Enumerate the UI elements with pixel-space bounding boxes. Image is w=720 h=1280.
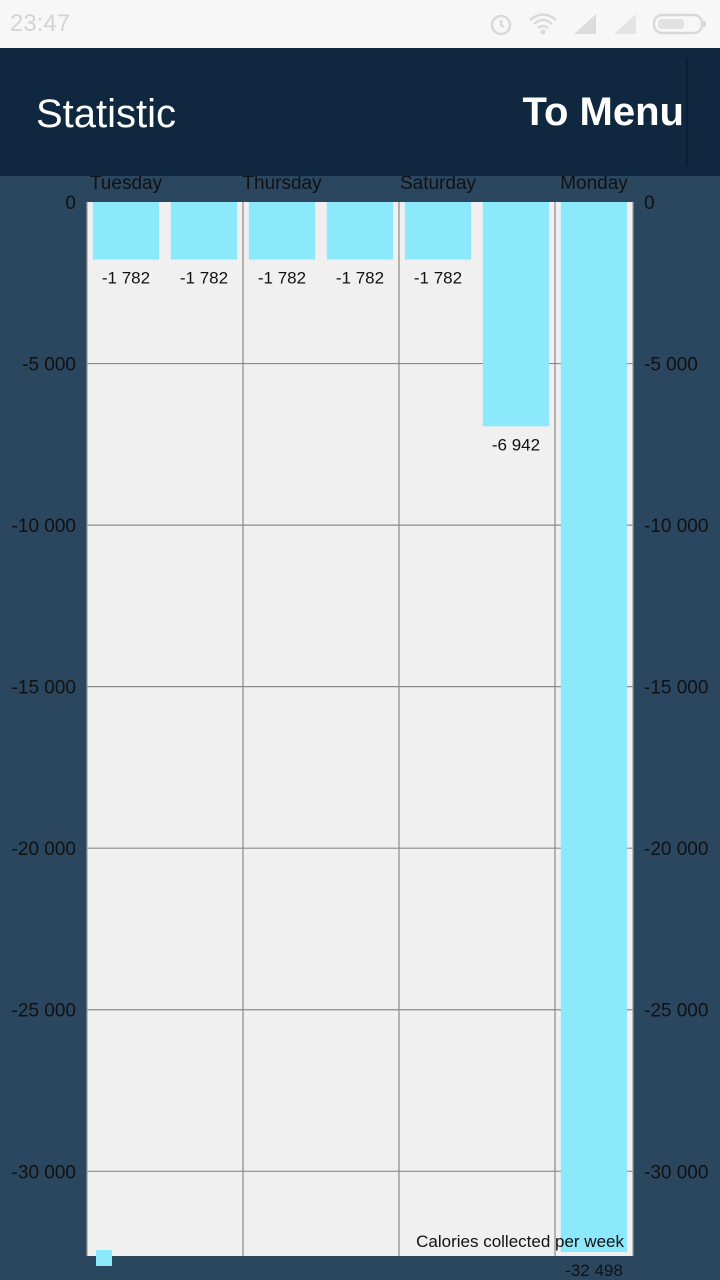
chart-bar bbox=[170, 202, 238, 260]
x-tick-label: Saturday bbox=[400, 176, 477, 194]
y-tick-label-right: -20 000 bbox=[644, 839, 708, 860]
to-menu-button[interactable]: To Menu bbox=[522, 90, 684, 134]
chart-bar bbox=[482, 202, 550, 427]
y-tick-label-right: -25 000 bbox=[644, 1001, 708, 1022]
y-tick-label-left: -25 000 bbox=[12, 1001, 76, 1022]
y-tick-label-left: -20 000 bbox=[12, 839, 76, 860]
page-title: Statistic bbox=[36, 92, 177, 136]
app-bar-divider bbox=[686, 58, 688, 166]
y-tick-label-left: -10 000 bbox=[12, 516, 76, 537]
bar-value-label: -1 782 bbox=[180, 269, 228, 288]
x-tick-label: Monday bbox=[560, 176, 628, 194]
y-tick-label-right: -30 000 bbox=[644, 1162, 708, 1183]
chart-bar bbox=[92, 202, 160, 260]
legend-swatch bbox=[96, 1250, 112, 1266]
y-tick-label-right: 0 bbox=[644, 193, 655, 214]
y-tick-label-left: -30 000 bbox=[12, 1162, 76, 1183]
x-tick-label: Thursday bbox=[242, 176, 322, 194]
y-tick-label-right: -15 000 bbox=[644, 678, 708, 699]
chart-bar bbox=[404, 202, 472, 260]
bar-value-label: -1 782 bbox=[336, 269, 384, 288]
battery-icon bbox=[652, 13, 706, 35]
legend-label: Calories collected per week bbox=[416, 1232, 624, 1251]
y-tick-label-left: -15 000 bbox=[12, 678, 76, 699]
chart-bar bbox=[248, 202, 316, 260]
status-time: 23:47 bbox=[10, 10, 71, 37]
bar-value-label: -1 782 bbox=[258, 269, 306, 288]
x-tick-label: Tuesday bbox=[90, 176, 163, 194]
alarm-icon bbox=[490, 14, 512, 36]
chart-bar bbox=[326, 202, 394, 260]
chart-bar bbox=[560, 202, 628, 1252]
status-bar: 23:47 bbox=[0, 0, 720, 48]
y-tick-label-right: -5 000 bbox=[644, 355, 698, 376]
wifi-icon bbox=[529, 13, 557, 35]
signal-icon bbox=[614, 14, 636, 34]
bar-chart: 0 0 -5 000 -5 000 -10 000 -10 000 -15 000 -15 0… bbox=[12, 176, 709, 1280]
bar-value-label: -1 782 bbox=[102, 269, 150, 288]
y-tick-label-right: -10 000 bbox=[644, 516, 708, 537]
status-icons bbox=[488, 10, 708, 38]
bar-value-label: -1 782 bbox=[414, 269, 462, 288]
signal-icon bbox=[574, 14, 596, 34]
y-tick-label-left: 0 bbox=[65, 193, 76, 214]
bar-value-label: -32 498 bbox=[565, 1261, 623, 1280]
y-tick-label-left: -5 000 bbox=[22, 355, 76, 376]
bar-value-label: -6 942 bbox=[492, 435, 540, 454]
app-bar: Statistic To Menu bbox=[0, 48, 720, 176]
plot-area bbox=[87, 202, 633, 1256]
